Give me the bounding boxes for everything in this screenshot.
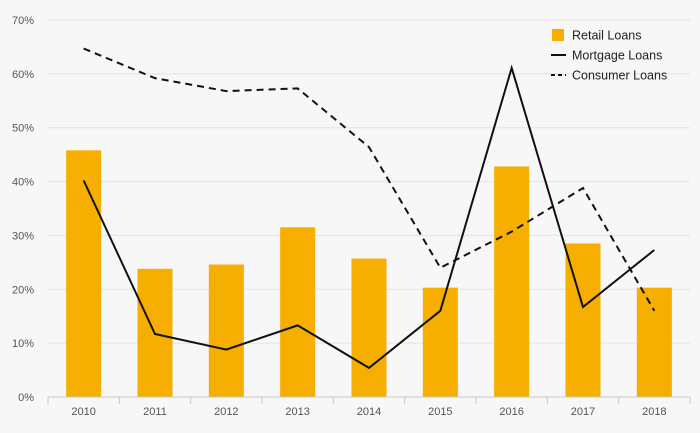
legend-swatch-retail-loans [552,29,564,41]
legend: Retail Loans Mortgage Loans Consumer Loans [551,29,667,83]
x-tick-label: 2015 [428,406,452,418]
bar-retail-loans [636,287,672,397]
retail-loans-bars [66,150,672,397]
x-tick-label: 2010 [71,406,95,418]
y-tick-label: 50% [12,123,34,135]
axes: 0% 10% 20% 30% 40% 50% 60% 70% 2010 2011 2012 2013 2… [12,15,691,418]
bar-retail-loans [494,166,530,397]
y-tick-label: 10% [12,338,34,350]
x-tick-label: 2011 [143,406,167,418]
bar-retail-loans [208,264,244,397]
legend-label: Retail Loans [572,29,642,43]
legend-label: Mortgage Loans [572,49,662,63]
legend-label: Consumer Loans [572,69,667,83]
x-tick-label: 2018 [642,406,666,418]
y-tick-label: 60% [12,69,34,81]
y-tick-label: 20% [12,284,34,296]
bar-retail-loans [66,150,102,397]
x-tick-label: 2014 [357,406,381,418]
y-tick-label: 30% [12,230,34,242]
y-tick-label: 40% [12,177,34,189]
x-tick-label: 2012 [214,406,238,418]
x-tick-label: 2013 [285,406,309,418]
y-tick-label: 70% [12,15,34,27]
line-mortgage-loans [82,64,655,370]
x-tick-label: 2017 [571,406,595,418]
bar-retail-loans [351,258,387,397]
y-tick-label: 0% [18,392,34,404]
line-series [82,47,656,370]
bar-retail-loans [280,227,316,397]
x-tick-label: 2016 [499,406,523,418]
bar-retail-loans [422,287,458,397]
line-consumer-loans [83,47,656,312]
